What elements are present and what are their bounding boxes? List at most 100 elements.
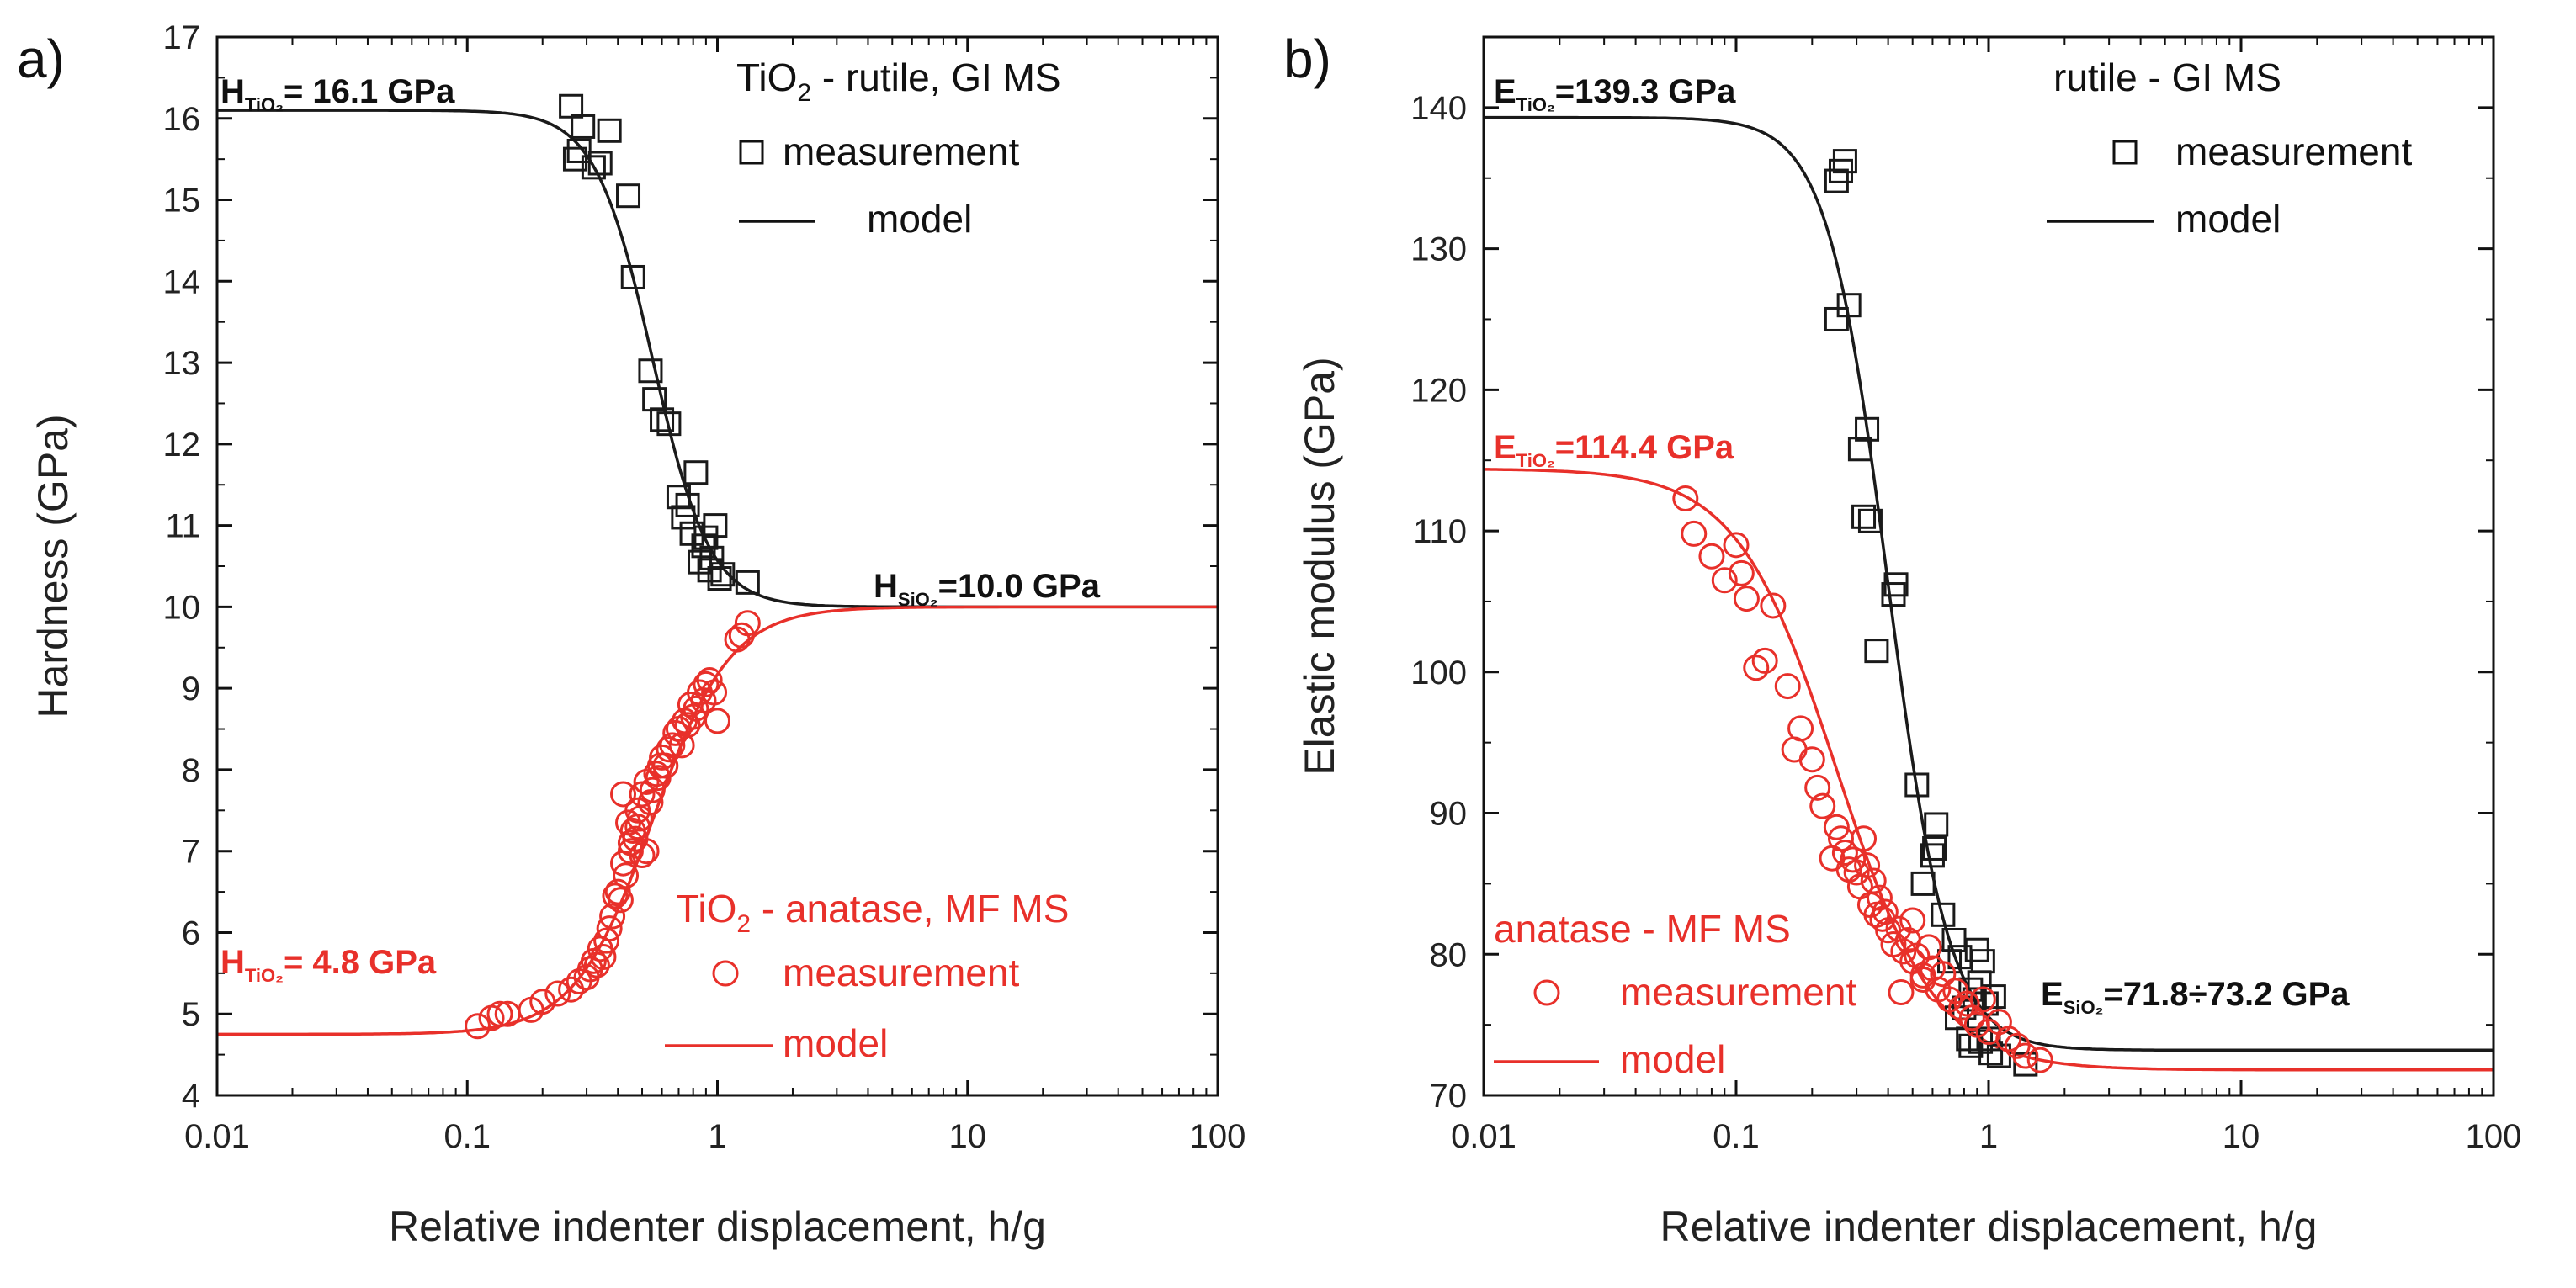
data-point-square [587, 151, 613, 176]
model-line-3 [217, 605, 1218, 1036]
data-point-square [597, 118, 622, 143]
data-point-circle [1672, 485, 1699, 511]
data-point-square [620, 264, 645, 289]
legend-anatase-measurement: measurement [783, 951, 1019, 994]
annotation-anatase: ETiO₂=114.4 GPa [1494, 429, 1734, 471]
data-point-square [1968, 1029, 1994, 1054]
data-point-square [1836, 293, 1862, 318]
panel-label-a: a) [17, 29, 65, 89]
y-tick-label: 100 [1410, 655, 1467, 692]
data-point-circle [1854, 852, 1881, 879]
x-tick-label: 1 [1979, 1118, 1998, 1155]
annotation-value: = 4.8 GPa [284, 944, 437, 981]
data-point-square [693, 525, 719, 550]
data-point-square [1931, 902, 1956, 927]
y-tick-label: 110 [1413, 513, 1467, 550]
y-axis-label-a: Hardness (GPa) [29, 414, 77, 718]
data-point-square [1910, 871, 1936, 896]
data-point-circle [1781, 736, 1808, 763]
legend-rutile-model: model [2175, 197, 2281, 241]
annotation-rutile: ETiO₂=139.3 GPa [1494, 73, 1736, 115]
data-point-square [679, 521, 704, 546]
y-axis-label-b: Elastic modulus (GPa) [1296, 357, 1343, 775]
legend-rutile-title: TiO2 - rutile, GI MS [736, 56, 1061, 107]
data-point-circle [486, 1000, 513, 1027]
data-point-circle [1831, 839, 1858, 866]
data-point-circle [599, 903, 626, 930]
data-point-circle [633, 838, 660, 865]
data-point-circle [1840, 846, 1867, 873]
ticks-a: 0.01 0.1 1 10 100 4 5 6 7 8 9 10 11 12 13 14 15 16 17 [163, 19, 1246, 1155]
data-point-square [1904, 772, 1930, 798]
x-tick-label: 0.01 [184, 1118, 250, 1155]
data-point-circle [1909, 966, 1936, 993]
data-point-square [616, 183, 641, 209]
y-tick-label: 15 [163, 183, 201, 220]
annotation-symbol: H [874, 568, 898, 605]
data-point-square [1967, 970, 1992, 995]
data-point-circle [1809, 792, 1836, 819]
y-tick-label: 12 [163, 427, 201, 464]
data-point-circle [1728, 559, 1755, 586]
data-point-square [1973, 991, 1999, 1016]
data-point-square [650, 407, 675, 432]
legend-anatase-measurement: measurement [1620, 970, 1856, 1014]
data-point-circle [1774, 673, 1801, 700]
legend-anatase-title-rest: - anatase, MF MS [751, 887, 1069, 930]
annotation-substrate: HSiO₂=10.0 GPa [874, 568, 1101, 610]
data-point-square [710, 562, 736, 587]
legend-rutile-title: rutile - GI MS [2053, 56, 2281, 99]
data-point-square [1981, 984, 2006, 1010]
data-point-square [1857, 508, 1883, 533]
y-tick-label: 4 [182, 1078, 200, 1115]
legend-rutile-measurement: measurement [2175, 130, 2412, 173]
data-point-circle [1860, 867, 1887, 894]
legend-anatase-model: model [783, 1021, 888, 1065]
legend-rutile-title-sub: 2 [797, 79, 811, 107]
data-point-square [1847, 437, 1872, 462]
data-point-square [697, 558, 722, 583]
data-point-circle [1760, 592, 1787, 619]
data-point-circle [624, 814, 651, 840]
y-tick-label: 80 [1430, 936, 1468, 973]
data-point-circle [590, 943, 617, 970]
annotation-anatase: HTiO₂= 4.8 GPa [220, 944, 437, 986]
data-point-circle [683, 695, 709, 722]
legend-anatase-title-main: TiO [676, 887, 736, 930]
data-point-circle [1733, 586, 1760, 612]
data-point-square [703, 513, 728, 538]
legend-rutile-title-rest: - rutile, GI MS [811, 56, 1060, 99]
x-tick-label: 10 [949, 1118, 987, 1155]
y-tick-label: 140 [1410, 90, 1467, 127]
points-a [465, 93, 761, 1040]
annotation-symbol: E [2041, 976, 2063, 1013]
data-point-square [1851, 504, 1877, 529]
annotation-symbol: E [1494, 73, 1516, 110]
annotation-symbol: H [220, 73, 245, 110]
legend-square-symbol [2112, 140, 2138, 165]
annotation-subscript: TiO₂ [245, 965, 284, 986]
data-point-circle [629, 842, 656, 869]
legend-anatase-model: model [1620, 1037, 1725, 1081]
data-point-circle [617, 838, 644, 865]
data-point-square [735, 570, 760, 595]
annotation-value: =10.0 GPa [938, 568, 1101, 605]
annotation-rutile: HTiO₂= 16.1 GPa [220, 73, 455, 115]
y-tick-label: 9 [182, 671, 200, 708]
data-point-circle [1823, 814, 1850, 840]
y-tick-label: 90 [1430, 796, 1468, 833]
x-tick-label: 0.01 [1451, 1118, 1516, 1155]
data-point-circle [2026, 1047, 2053, 1073]
legend-anatase-title-sub: 2 [736, 910, 751, 938]
data-point-circle [1890, 938, 1917, 965]
data-point-circle [1681, 520, 1708, 547]
annotation-symbol: H [220, 944, 245, 981]
y-tick-label: 13 [163, 345, 201, 382]
data-point-square [683, 460, 709, 485]
data-point-circle [693, 671, 720, 697]
data-point-square [638, 358, 663, 384]
data-point-circle [704, 708, 730, 734]
data-point-circle [529, 989, 556, 1015]
